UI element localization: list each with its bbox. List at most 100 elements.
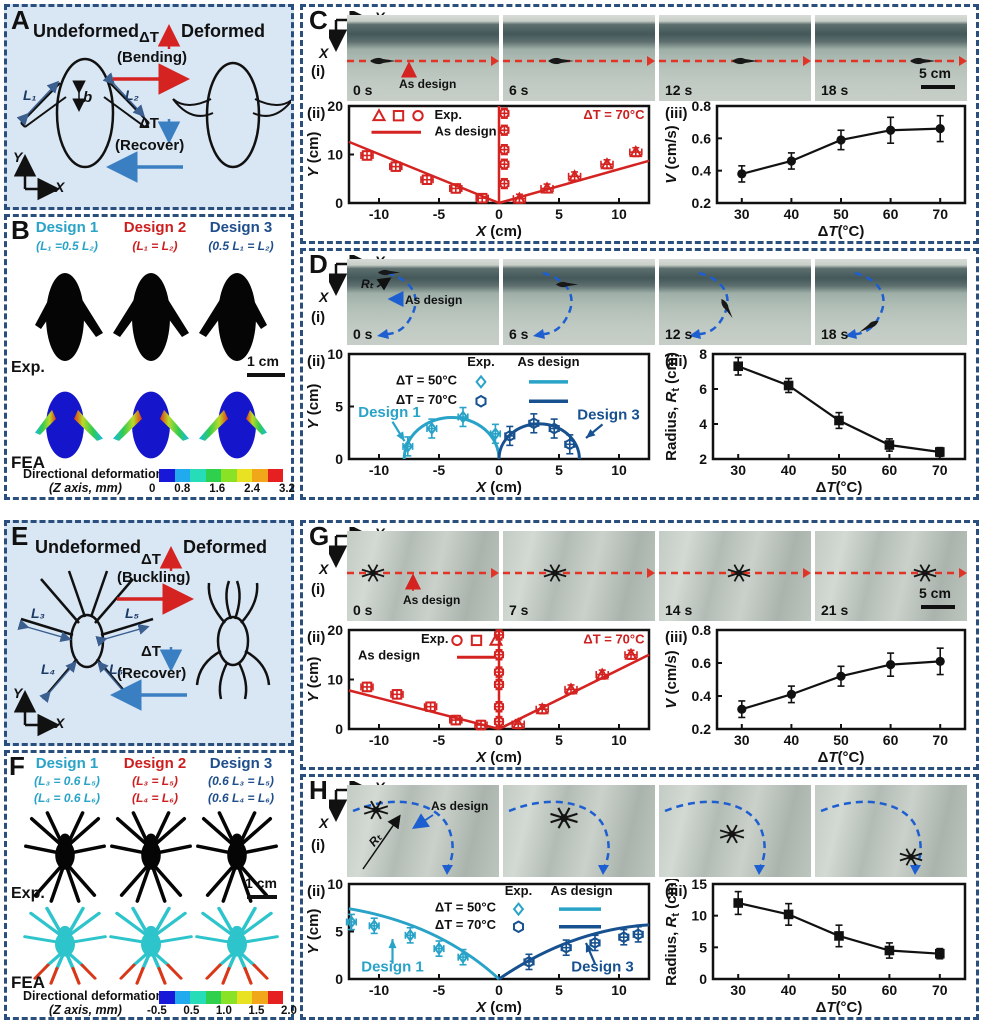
as-design-label: As design [431, 799, 489, 813]
svg-text:0.4: 0.4 [692, 163, 712, 179]
svg-text:Radius, Rt​ (cm): Radius, Rt​ (cm) [663, 352, 682, 461]
undeformed-body [55, 57, 115, 169]
panel-c-letter: C [309, 5, 328, 35]
svg-text:-5: -5 [433, 462, 446, 478]
svg-text:70: 70 [932, 982, 948, 998]
svg-text:50: 50 [833, 206, 849, 222]
panel-a: A Undeformed Deformed ΔT (Bending) ΔT (R… [4, 4, 294, 210]
svg-text:5: 5 [555, 206, 563, 222]
cb-tick: 0.5 [183, 1005, 200, 1017]
svg-text:5: 5 [699, 939, 707, 955]
svg-text:0: 0 [495, 982, 503, 998]
panel-d-frame3-overlay [689, 271, 729, 339]
panel-g: G Y X (i) As design 0 s 7 s 14 s 5 cm 21… [300, 520, 979, 770]
panel-c-frame2-overlay [503, 56, 655, 66]
svg-text:ΔT = 70°C: ΔT = 70°C [435, 917, 497, 932]
panel-g-frame-2: 7 s [503, 531, 655, 621]
svg-text:15: 15 [691, 879, 707, 892]
panel-h-frame-2 [503, 785, 655, 877]
panel-h-x-axis-label: X [319, 815, 329, 831]
exp-spider-design2 [110, 811, 192, 903]
svg-text:20: 20 [327, 625, 343, 638]
design3-formula1: (0.6 L₃ = L₅) [208, 774, 274, 788]
panel-f: F Design 1 Design 2 Design 3 (L₃ = 0.6 L… [4, 750, 297, 1020]
panel-g-frame4-overlay [815, 568, 967, 578]
panel-f-colorbar [159, 991, 283, 1004]
panel-b-exp-label: Exp. [11, 359, 45, 376]
design2-formula2: (L₄ = L₆) [132, 791, 178, 805]
panel-h-frame-3 [659, 785, 811, 877]
cb-tick: 2.0 [280, 1005, 297, 1017]
chart-c-iii: (iii) 30 40 50 60 70 0.2 0.4 0.6 0.8 ΔT(°C) V (cm/s… [663, 101, 967, 239]
panel-a-b-label: b [83, 89, 93, 106]
spider-robot-icon [361, 564, 385, 582]
svg-text:Y (cm): Y (cm) [305, 132, 322, 178]
scalebar [921, 605, 955, 609]
svg-text:0.8: 0.8 [692, 625, 712, 638]
panel-a-l1-label: L₁ [23, 87, 37, 103]
cb-tick: 2.4 [244, 483, 261, 495]
svg-text:X (cm): X (cm) [475, 223, 522, 239]
svg-text:-10: -10 [369, 462, 389, 478]
svg-text:As design: As design [435, 124, 497, 139]
svg-text:70: 70 [932, 206, 948, 222]
svg-text:40: 40 [781, 982, 797, 998]
panel-f-scalebar [247, 895, 277, 899]
panel-e-y-label: Y [13, 685, 23, 701]
panel-d-frame2-overlay [533, 271, 573, 339]
scalebar-label: 5 cm [919, 585, 951, 601]
fish-robot-icon [732, 57, 758, 65]
svg-text:10: 10 [611, 732, 627, 748]
frame-time: 18 s [821, 82, 849, 98]
frame-time: 6 s [509, 326, 529, 342]
svg-text:V (cm/s): V (cm/s) [663, 125, 680, 183]
svg-text:-5: -5 [433, 732, 446, 748]
fea-spider-design1 [23, 906, 107, 985]
svg-text:30: 30 [730, 982, 746, 998]
svg-text:0: 0 [335, 451, 343, 467]
panel-f-colorbar-subtitle: (Z axis, mm) [49, 1003, 122, 1017]
svg-text:Y (cm): Y (cm) [305, 384, 322, 430]
panel-h-frame-1: Rₜ As design [347, 785, 499, 877]
deformed-right-wing [252, 98, 291, 117]
panel-g-frame-3: 14 s [659, 531, 811, 621]
scalebar-label: 5 cm [919, 65, 951, 81]
panel-e-l6-label: L₆ [109, 661, 124, 677]
spider-robot-icon [913, 564, 937, 582]
panel-g-frame-1: As design 0 s [347, 531, 499, 621]
svg-text:Design 1: Design 1 [361, 958, 424, 975]
design2-formula: (L₁ = L₂) [132, 239, 178, 253]
l2-measure-arrow [102, 72, 146, 118]
svg-text:0: 0 [335, 195, 343, 211]
l1-measure-arrow [16, 80, 60, 126]
chart-d-ii: (ii) -10 -5 0 5 10 0 5 10 X (cm) Y (cm) Exp. As desi… [305, 349, 651, 495]
panel-a-recover-label: (Recover) [115, 137, 185, 154]
svg-text:0: 0 [699, 971, 707, 987]
chart-g-iii: (iii) 30 40 50 60 70 0.2 0.4 0.6 0.8 ΔT(°C) V (cm/s… [663, 625, 967, 765]
panel-b: B Design 1 Design 2 Design 3 (L₁ =0.5 L₂… [4, 214, 295, 500]
chart-d-iii: (iii) 30 40 50 60 70 2 4 6 8 ΔT(°C) Radius, Rt​ (cm… [663, 349, 967, 495]
spider-robot-icon [719, 824, 745, 844]
frame-time: 14 s [665, 602, 693, 618]
panel-c-frame-3: 12 s [659, 15, 811, 101]
svg-text:(iii): (iii) [665, 105, 688, 122]
panel-b-letter: B [11, 215, 30, 245]
cb-tick: -0.5 [147, 1005, 167, 1017]
exp-fish-design2 [113, 273, 189, 361]
panel-h-frame-4 [815, 785, 967, 877]
as-design-label: As design [405, 293, 463, 307]
svg-text:-10: -10 [369, 982, 389, 998]
svg-text:70: 70 [932, 462, 948, 478]
panel-e-deformed-label: Deformed [183, 537, 268, 557]
panel-h-sub-i: (i) [311, 837, 326, 854]
svg-text:ΔT = 50°C: ΔT = 50°C [435, 900, 497, 915]
svg-text:6: 6 [699, 381, 707, 397]
deformed-spider [195, 580, 271, 700]
panel-b-fea-label: FEA [11, 453, 45, 472]
panel-d-frame-2: 6 s [503, 259, 655, 345]
svg-text:10: 10 [327, 349, 343, 362]
fea-fish-design1 [35, 391, 103, 459]
svg-text:10: 10 [327, 147, 343, 163]
panel-d-x-axis-label: X [319, 289, 329, 305]
panel-a-y-label: Y [13, 149, 23, 165]
